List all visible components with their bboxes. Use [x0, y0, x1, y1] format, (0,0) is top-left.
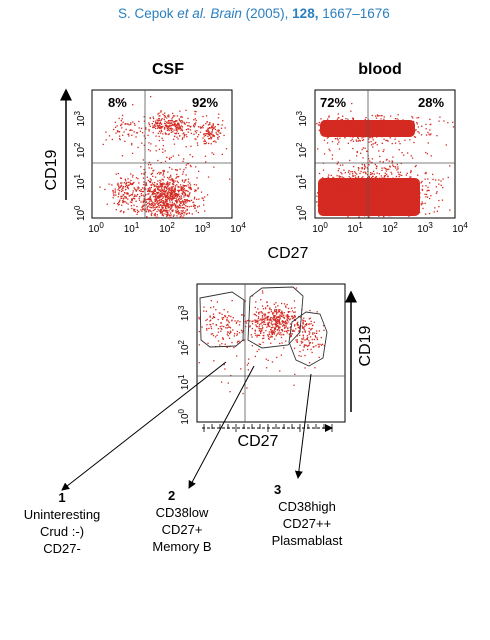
arrow-to-annotation-3	[294, 373, 312, 479]
annotation-1-line-1: Uninteresting	[23, 507, 101, 522]
annotation-3: 3 CD38high CD27++ Plasmablast	[262, 481, 352, 549]
tick-label: 104	[230, 221, 246, 235]
annotation-1-number: 1	[58, 490, 66, 505]
tick-label: 101	[347, 221, 363, 235]
tick-label: 102	[295, 142, 309, 158]
blood-x-tick-labels: 100 101 102 103 104	[312, 221, 468, 235]
gated-dot-cloud	[198, 287, 325, 395]
tick-label: 103	[195, 221, 211, 235]
gated-x-tick-marks	[203, 424, 333, 432]
tick-label: 101	[73, 173, 87, 189]
csf-quadrant-left-percent: 8%	[108, 95, 127, 110]
citation: S. Cepok et al. Brain (2005), 128, 1667–…	[118, 6, 390, 21]
tick-label: 102	[159, 221, 175, 235]
citation-volume: 128,	[292, 6, 319, 21]
tick-label: 100	[312, 221, 328, 235]
gate-1-outline	[199, 291, 245, 348]
csf-dot-cloud	[99, 96, 231, 219]
blood-quadrant-right-percent: 28%	[418, 95, 444, 110]
citation-etal: et al.	[177, 6, 207, 21]
citation-pages: 1667–1676	[322, 6, 390, 21]
blood-dot-cloud	[316, 102, 455, 219]
arrow-to-annotation-1	[61, 361, 227, 491]
csf-title: CSF	[152, 61, 184, 78]
blood-title: blood	[358, 61, 402, 78]
tick-label: 101	[124, 221, 140, 235]
tick-label: 100	[73, 205, 87, 221]
annotation-1: 1 Uninteresting Crud :-) CD27-	[14, 489, 110, 557]
citation-journal: Brain	[210, 6, 242, 21]
tick-label: 104	[452, 221, 468, 235]
blood-quadrant-left-percent: 72%	[320, 95, 346, 110]
gated-y-axis-label: CD19	[357, 325, 374, 366]
citation-author: S. Cepok	[118, 6, 174, 21]
tick-label: 103	[73, 110, 87, 126]
annotation-3-line-3: Plasmablast	[271, 533, 343, 548]
tick-label: 102	[177, 339, 191, 355]
annotation-3-number: 3	[274, 482, 282, 497]
top-x-axis-label: CD27	[268, 245, 309, 262]
tick-label: 102	[382, 221, 398, 235]
annotation-3-line-1: CD38high	[278, 499, 336, 514]
tick-label: 103	[177, 305, 191, 321]
annotation-2: 2 CD38low CD27+ Memory B	[142, 487, 222, 555]
csf-x-tick-labels: 100 101 102 103 104	[88, 221, 246, 235]
tick-label: 103	[417, 221, 433, 235]
gate-2-outline	[247, 286, 304, 349]
annotation-2-line-2: CD27+	[161, 522, 203, 537]
csf-plot-frame	[91, 89, 233, 219]
gated-plot-frame	[196, 283, 346, 423]
tick-label: 100	[88, 221, 104, 235]
annotation-3-line-2: CD27++	[282, 516, 332, 531]
annotation-2-line-3: Memory B	[152, 539, 212, 554]
blood-plot-frame	[314, 89, 456, 219]
tick-label: 101	[177, 374, 191, 390]
gated-x-axis-label: CD27	[238, 433, 279, 450]
arrow-to-annotation-2	[188, 365, 255, 489]
top-y-axis-label: CD19	[43, 149, 60, 190]
citation-year: (2005),	[245, 6, 289, 21]
tick-label: 100	[177, 408, 191, 424]
gated-plot: 100 101 102 103	[177, 283, 346, 432]
gate-3-outline	[288, 311, 328, 367]
blood-y-tick-labels: 100 101 102 103	[295, 110, 309, 221]
csf-y-tick-labels: 100 101 102 103	[73, 110, 87, 221]
csf-plot: CSF 8% 92% 100 101 102 103 100 101 102 103 104	[73, 61, 246, 235]
annotation-1-line-2: Crud :-)	[39, 524, 85, 539]
csf-quadrant-right-percent: 92%	[192, 95, 218, 110]
annotation-2-line-1: CD38low	[155, 505, 209, 520]
tick-label: 100	[295, 205, 309, 221]
annotation-1-line-3: CD27-	[43, 541, 81, 556]
annotation-2-number: 2	[168, 488, 176, 503]
tick-label: 103	[295, 110, 309, 126]
gated-y-tick-labels: 100 101 102 103	[177, 305, 191, 425]
tick-label: 101	[295, 173, 309, 189]
tick-label: 102	[73, 142, 87, 158]
